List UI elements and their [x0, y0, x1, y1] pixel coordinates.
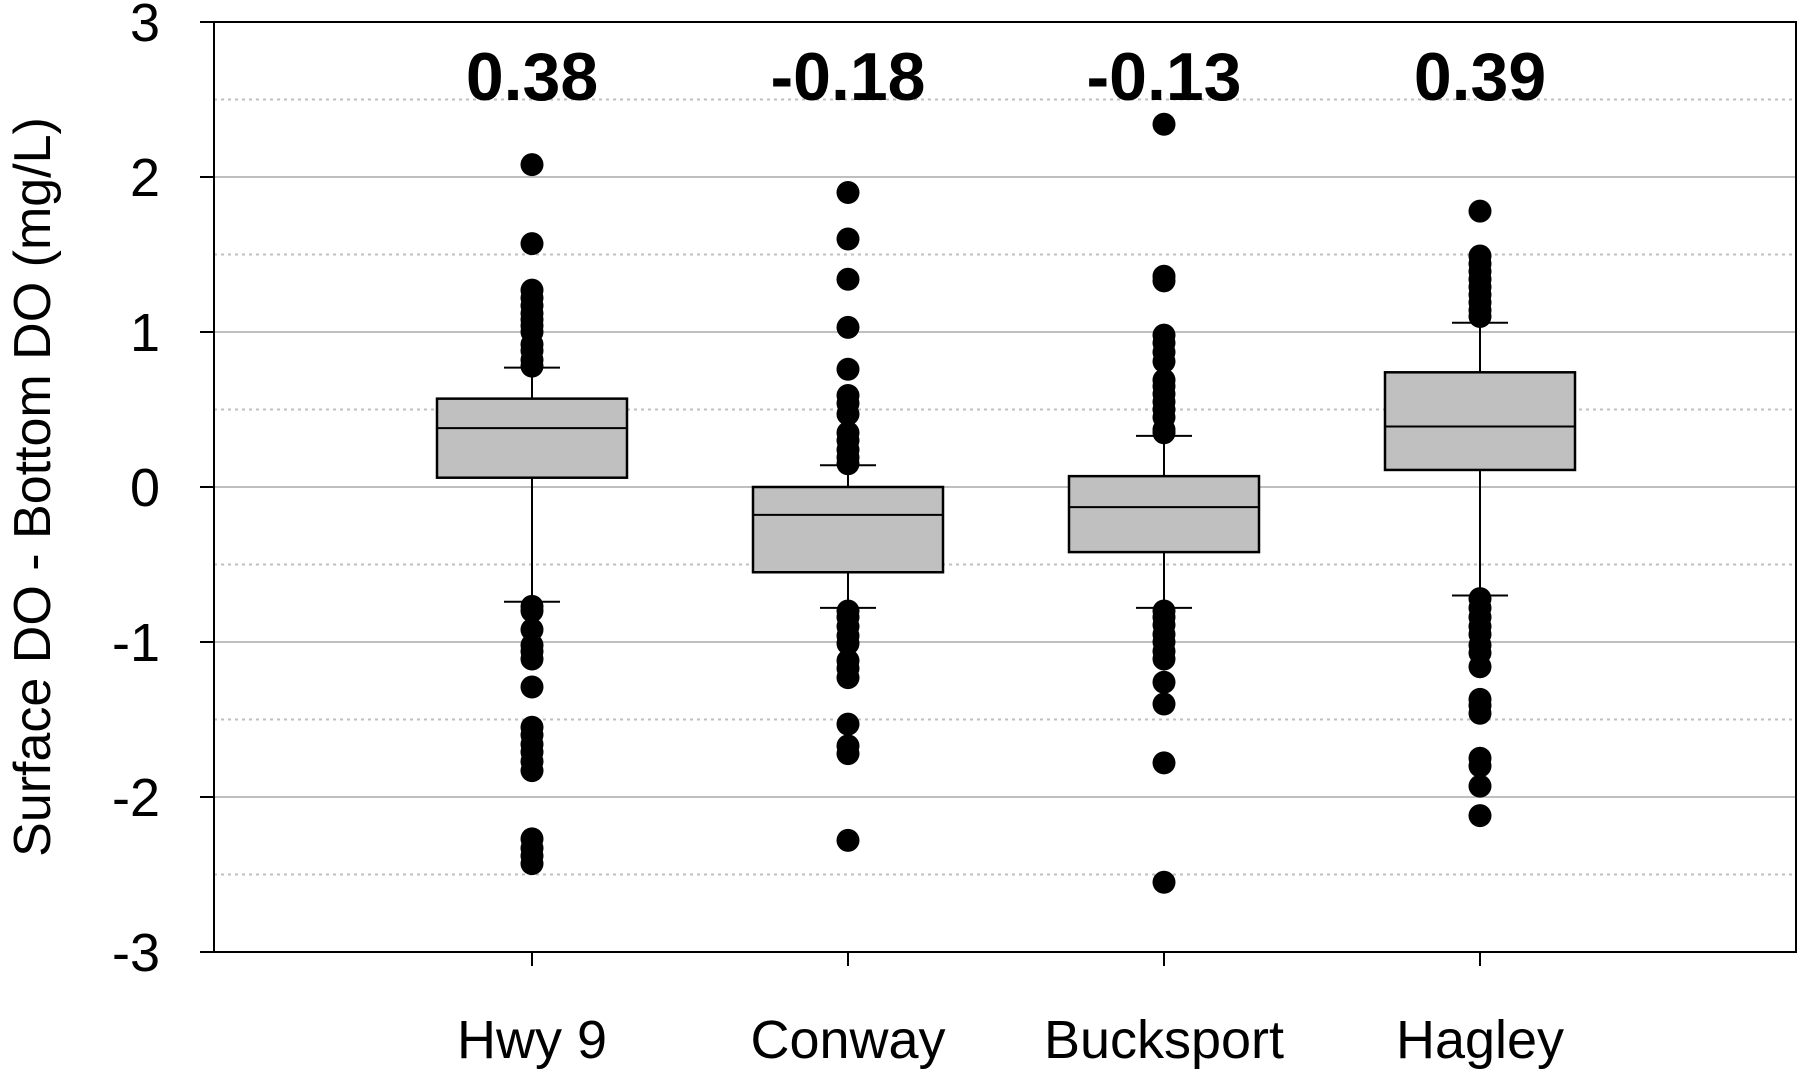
- outlier-point: [836, 181, 860, 204]
- labels: 0.38 -0.18 -0.13 0.39: [466, 39, 1546, 115]
- gridlines: [214, 98, 1796, 876]
- median-value-label: -0.18: [771, 39, 926, 115]
- outlier-point: [1152, 421, 1176, 445]
- outlier-point: [1152, 692, 1176, 716]
- median-value-label: 0.39: [1414, 39, 1546, 115]
- outlier-point: [1468, 305, 1492, 328]
- y-tick-label: 0: [130, 458, 160, 518]
- y-tick-label: 1: [130, 303, 160, 363]
- outlier-point: [836, 742, 860, 766]
- outlier-point: [836, 828, 860, 852]
- median-value-label: -0.13: [1087, 39, 1242, 115]
- x-tick-label: Hwy 9: [457, 1010, 607, 1069]
- iqr-box: [751, 485, 945, 574]
- boxes: [435, 112, 1577, 894]
- outlier-point: [836, 452, 860, 476]
- outlier-point: [520, 759, 544, 783]
- outlier-point: [1152, 647, 1176, 671]
- iqr-box: [1067, 474, 1261, 554]
- iqr-box: [1383, 371, 1577, 472]
- x-tick-label: Bucksport: [1044, 1010, 1284, 1069]
- outlier-point: [1152, 112, 1176, 136]
- outlier-point: [520, 599, 544, 623]
- outlier-point: [520, 354, 544, 378]
- y-tick-label: -3: [112, 923, 160, 983]
- box-group: [1067, 112, 1261, 894]
- outlier-point: [836, 632, 860, 656]
- outlier-point: [520, 647, 544, 671]
- y-axis-title: Surface DO - Bottom DO (mg/L): [4, 117, 62, 857]
- axes: 3 2 1 0 -1 -2 -3 Hwy 9 Conway Bucksport Hagley: [112, 0, 1564, 1069]
- outlier-point: [1152, 269, 1176, 293]
- x-tick-label: Conway: [750, 1010, 945, 1069]
- outlier-point: [836, 227, 860, 251]
- outlier-point: [1152, 751, 1176, 775]
- box-group: [751, 181, 945, 852]
- outlier-point: [1468, 701, 1492, 725]
- outlier-point: [836, 402, 860, 426]
- outlier-point: [836, 357, 860, 381]
- outlier-point: [836, 267, 860, 291]
- outlier-point: [1468, 804, 1492, 828]
- x-tick-label: Hagley: [1396, 1010, 1564, 1069]
- outlier-point: [1468, 199, 1492, 223]
- box-group: [435, 153, 629, 876]
- outlier-point: [520, 232, 544, 256]
- outlier-point: [520, 852, 544, 876]
- outlier-point: [1468, 655, 1492, 679]
- outlier-point: [836, 315, 860, 339]
- box-group: [1383, 199, 1577, 828]
- outlier-point: [836, 666, 860, 690]
- outlier-point: [520, 675, 544, 699]
- y-tick-label: 3: [130, 0, 160, 53]
- y-tick-label: -2: [112, 768, 160, 828]
- outlier-point: [1152, 349, 1176, 373]
- iqr-box: [435, 397, 629, 479]
- y-tick-label: 2: [130, 148, 160, 208]
- outlier-point: [1152, 670, 1176, 694]
- outlier-point: [520, 153, 544, 177]
- outlier-point: [1152, 870, 1176, 894]
- outlier-point: [836, 712, 860, 736]
- outlier-point: [1468, 774, 1492, 798]
- y-tick-label: -1: [112, 613, 160, 673]
- median-value-label: 0.38: [466, 39, 598, 115]
- outlier-point: [1468, 754, 1492, 778]
